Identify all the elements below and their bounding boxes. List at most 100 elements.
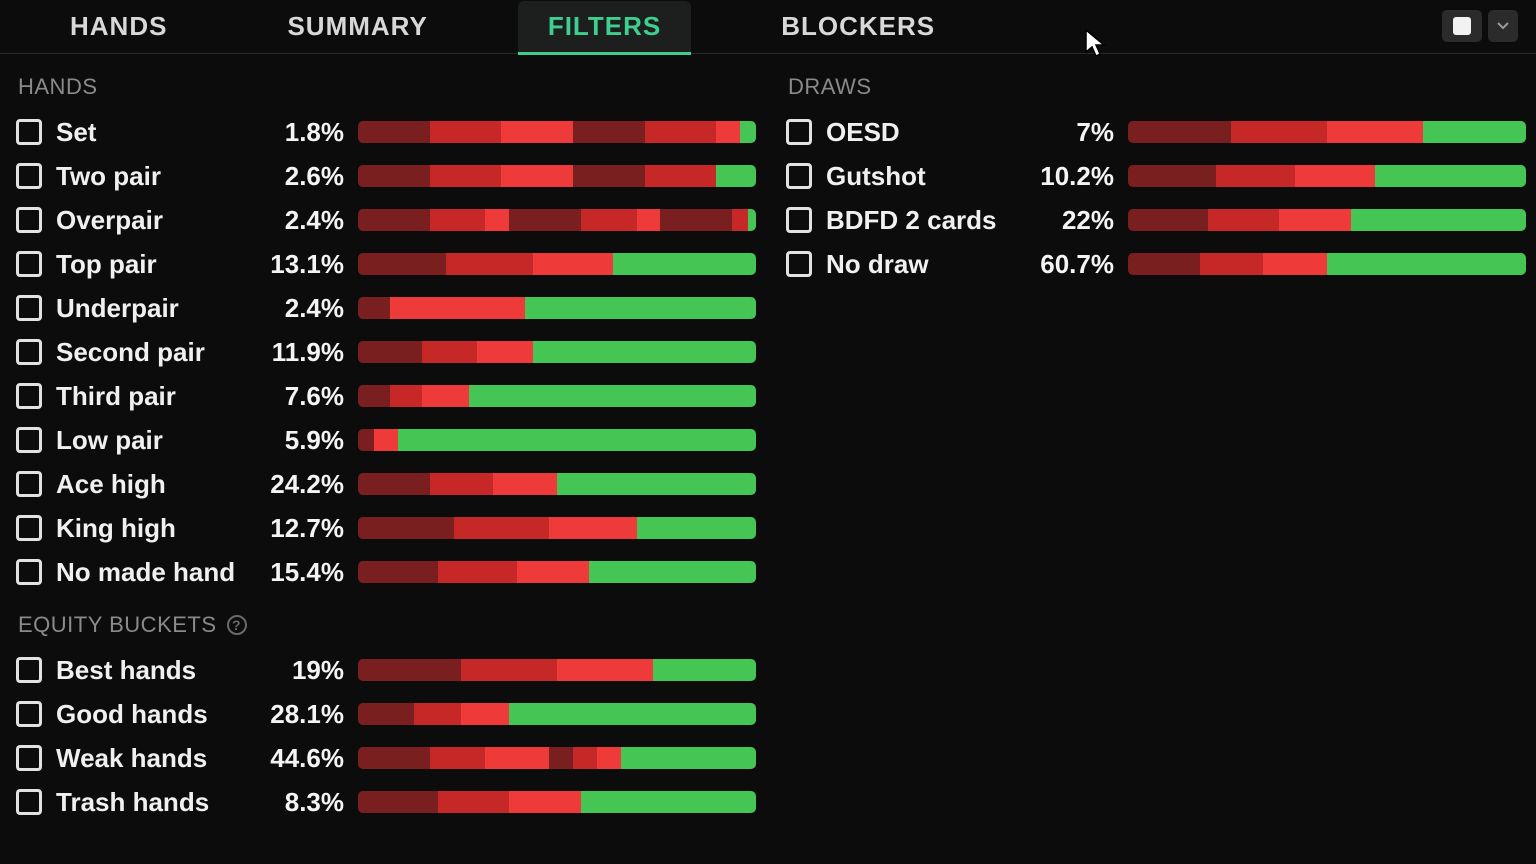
label-oesd: OESD [826, 117, 1026, 148]
checkbox-king-high[interactable] [16, 515, 42, 541]
checkbox-trash-hands[interactable] [16, 789, 42, 815]
bar-second-pair [358, 341, 756, 363]
percent-overpair: 2.4% [256, 205, 344, 236]
view-dropdown[interactable] [1488, 10, 1518, 42]
bar-no-made-hand [358, 561, 756, 583]
bar-weak-hands [358, 747, 756, 769]
bar-gutshot [1128, 165, 1526, 187]
label-best-hands: Best hands [56, 655, 256, 686]
bar-trash-hands [358, 791, 756, 813]
tab-filters[interactable]: FILTERS [518, 1, 691, 55]
percent-oesd: 7% [1026, 117, 1114, 148]
checkbox-top-pair[interactable] [16, 251, 42, 277]
label-king-high: King high [56, 513, 256, 544]
checkbox-overpair[interactable] [16, 207, 42, 233]
label-set: Set [56, 117, 256, 148]
checkbox-oesd[interactable] [786, 119, 812, 145]
bar-third-pair [358, 385, 756, 407]
section-title-equity: EQUITY BUCKETS ? [18, 612, 756, 638]
bar-set [358, 121, 756, 143]
label-no-draw: No draw [826, 249, 1026, 280]
label-third-pair: Third pair [56, 381, 256, 412]
percent-low-pair: 5.9% [256, 425, 344, 456]
percent-no-made-hand: 15.4% [256, 557, 344, 588]
tab-summary[interactable]: SUMMARY [257, 1, 457, 52]
checkbox-third-pair[interactable] [16, 383, 42, 409]
label-bdfd-2-cards: BDFD 2 cards [826, 205, 1026, 236]
equity-row-trash-hands: Trash hands8.3% [16, 780, 756, 824]
percent-second-pair: 11.9% [256, 337, 344, 368]
checkbox-two-pair[interactable] [16, 163, 42, 189]
label-good-hands: Good hands [56, 699, 256, 730]
draws-row-oesd: OESD7% [786, 110, 1526, 154]
draws-row-bdfd-2-cards: BDFD 2 cards22% [786, 198, 1526, 242]
percent-no-draw: 60.7% [1026, 249, 1114, 280]
label-no-made-hand: No made hand [56, 557, 256, 588]
equity-row-weak-hands: Weak hands44.6% [16, 736, 756, 780]
percent-king-high: 12.7% [256, 513, 344, 544]
label-two-pair: Two pair [56, 161, 256, 192]
bar-no-draw [1128, 253, 1526, 275]
bar-underpair [358, 297, 756, 319]
checkbox-good-hands[interactable] [16, 701, 42, 727]
percent-bdfd-2-cards: 22% [1026, 205, 1114, 236]
percent-ace-high: 24.2% [256, 469, 344, 500]
hands-row-king-high: King high12.7% [16, 506, 756, 550]
bar-low-pair [358, 429, 756, 451]
bar-oesd [1128, 121, 1526, 143]
checkbox-ace-high[interactable] [16, 471, 42, 497]
label-gutshot: Gutshot [826, 161, 1026, 192]
percent-trash-hands: 8.3% [256, 787, 344, 818]
hands-row-no-made-hand: No made hand15.4% [16, 550, 756, 594]
percent-top-pair: 13.1% [256, 249, 344, 280]
checkbox-no-made-hand[interactable] [16, 559, 42, 585]
hands-row-overpair: Overpair2.4% [16, 198, 756, 242]
label-ace-high: Ace high [56, 469, 256, 500]
hands-row-underpair: Underpair2.4% [16, 286, 756, 330]
label-second-pair: Second pair [56, 337, 256, 368]
label-overpair: Overpair [56, 205, 256, 236]
percent-third-pair: 7.6% [256, 381, 344, 412]
hands-row-top-pair: Top pair13.1% [16, 242, 756, 286]
tab-blockers[interactable]: BLOCKERS [751, 1, 965, 52]
hands-row-third-pair: Third pair7.6% [16, 374, 756, 418]
equity-row-best-hands: Best hands19% [16, 648, 756, 692]
percent-underpair: 2.4% [256, 293, 344, 324]
percent-good-hands: 28.1% [256, 699, 344, 730]
checkbox-low-pair[interactable] [16, 427, 42, 453]
checkbox-bdfd-2-cards[interactable] [786, 207, 812, 233]
hands-row-two-pair: Two pair2.6% [16, 154, 756, 198]
view-toggle-button[interactable] [1442, 10, 1482, 42]
checkbox-underpair[interactable] [16, 295, 42, 321]
bar-two-pair [358, 165, 756, 187]
checkbox-gutshot[interactable] [786, 163, 812, 189]
checkbox-no-draw[interactable] [786, 251, 812, 277]
draws-row-no-draw: No draw60.7% [786, 242, 1526, 286]
percent-set: 1.8% [256, 117, 344, 148]
section-title-hands: HANDS [18, 74, 756, 100]
checkbox-set[interactable] [16, 119, 42, 145]
bar-ace-high [358, 473, 756, 495]
checkbox-second-pair[interactable] [16, 339, 42, 365]
checkbox-weak-hands[interactable] [16, 745, 42, 771]
equity-row-good-hands: Good hands28.1% [16, 692, 756, 736]
bar-top-pair [358, 253, 756, 275]
bar-bdfd-2-cards [1128, 209, 1526, 231]
bar-best-hands [358, 659, 756, 681]
bar-overpair [358, 209, 756, 231]
percent-two-pair: 2.6% [256, 161, 344, 192]
checkbox-best-hands[interactable] [16, 657, 42, 683]
help-icon[interactable]: ? [227, 615, 247, 635]
right-column: DRAWS OESD7%Gutshot10.2%BDFD 2 cards22%N… [786, 68, 1526, 824]
label-top-pair: Top pair [56, 249, 256, 280]
label-weak-hands: Weak hands [56, 743, 256, 774]
section-title-draws: DRAWS [788, 74, 1526, 100]
label-underpair: Underpair [56, 293, 256, 324]
hands-row-set: Set1.8% [16, 110, 756, 154]
tab-hands[interactable]: HANDS [40, 1, 197, 52]
draws-row-gutshot: Gutshot10.2% [786, 154, 1526, 198]
left-column: HANDS Set1.8%Two pair2.6%Overpair2.4%Top… [16, 68, 756, 824]
percent-weak-hands: 44.6% [256, 743, 344, 774]
percent-gutshot: 10.2% [1026, 161, 1114, 192]
hands-row-low-pair: Low pair5.9% [16, 418, 756, 462]
